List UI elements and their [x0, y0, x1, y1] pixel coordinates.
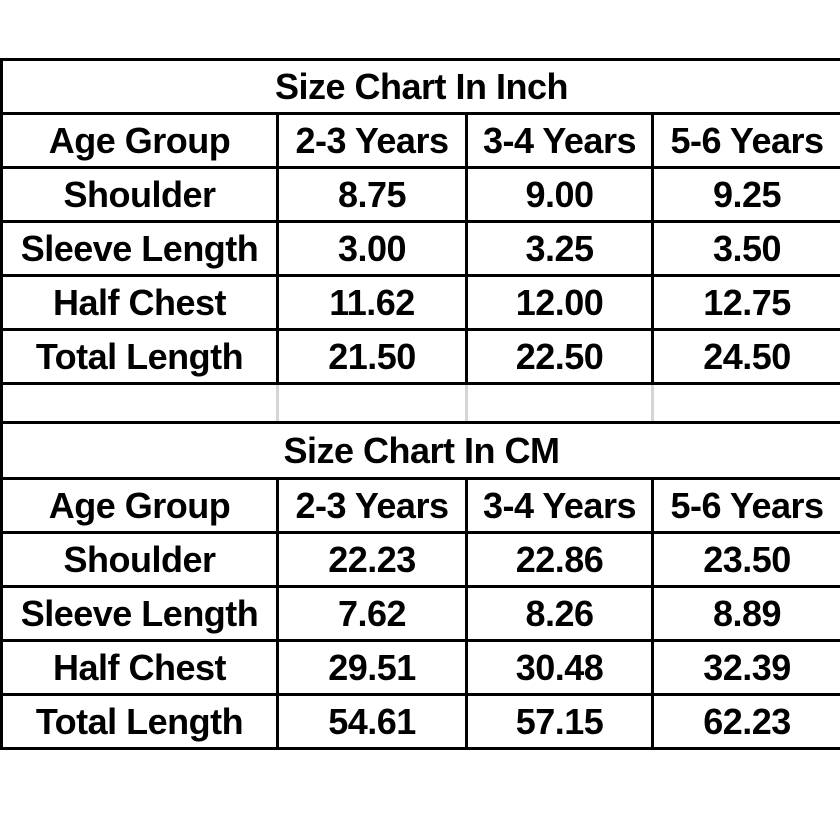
- inch-table-header-row: Age Group 2-3 Years 3-4 Years 5-6 Years: [0, 112, 840, 169]
- table-row-inch-sleeve-length: Sleeve Length 3.00 3.25 3.50: [0, 220, 840, 277]
- row-label: Sleeve Length: [0, 585, 279, 642]
- row-label: Half Chest: [0, 639, 279, 696]
- size-chart-table: Size Chart In Inch Age Group 2-3 Years 3…: [0, 58, 840, 750]
- cm-table-header-row: Age Group 2-3 Years 3-4 Years 5-6 Years: [0, 477, 840, 534]
- row-label: Total Length: [0, 693, 279, 750]
- cm-col-header-2-3-years: 2-3 Years: [276, 477, 468, 534]
- inch-col-header-5-6-years: 5-6 Years: [650, 112, 840, 169]
- cm-table-title-row: Size Chart In CM: [0, 421, 840, 480]
- cell-value: 22.50: [465, 328, 654, 385]
- cell-value: 62.23: [650, 693, 840, 750]
- table-row-inch-total-length: Total Length 21.50 22.50 24.50: [0, 328, 840, 385]
- row-label: Total Length: [0, 328, 279, 385]
- table-row-cm-shoulder: Shoulder 22.23 22.86 23.50: [0, 531, 840, 588]
- cell-value: 22.86: [465, 531, 654, 588]
- row-label: Sleeve Length: [0, 220, 279, 277]
- cell-value: 57.15: [465, 693, 654, 750]
- cell-value: 3.50: [650, 220, 840, 277]
- cell-value: 12.00: [465, 274, 654, 331]
- cell-value: 29.51: [276, 639, 468, 696]
- cell-value: 23.50: [650, 531, 840, 588]
- cell-value: 3.25: [465, 220, 654, 277]
- cell-value: 9.25: [650, 166, 840, 223]
- cell-value: 7.62: [276, 585, 468, 642]
- table-row-cm-sleeve-length: Sleeve Length 7.62 8.26 8.89: [0, 585, 840, 642]
- cell-value: 32.39: [650, 639, 840, 696]
- table-row-inch-half-chest: Half Chest 11.62 12.00 12.75: [0, 274, 840, 331]
- cell-value: 3.00: [276, 220, 468, 277]
- cm-table-title: Size Chart In CM: [0, 421, 840, 480]
- table-row-cm-total-length: Total Length 54.61 57.15 62.23: [0, 693, 840, 750]
- table-row-cm-half-chest: Half Chest 29.51 30.48 32.39: [0, 639, 840, 696]
- row-label: Half Chest: [0, 274, 279, 331]
- cell-value: 54.61: [276, 693, 468, 750]
- cell-value: 30.48: [465, 639, 654, 696]
- cell-value: 9.00: [465, 166, 654, 223]
- inch-table-title-row: Size Chart In Inch: [0, 58, 840, 115]
- inch-col-header-2-3-years: 2-3 Years: [276, 112, 468, 169]
- spacer-cell: [276, 382, 468, 424]
- cell-value: 8.75: [276, 166, 468, 223]
- spacer-cell: [650, 382, 840, 424]
- cm-col-header-3-4-years: 3-4 Years: [465, 477, 654, 534]
- cm-col-header-5-6-years: 5-6 Years: [650, 477, 840, 534]
- spacer-cell: [465, 382, 654, 424]
- inch-col-header-3-4-years: 3-4 Years: [465, 112, 654, 169]
- row-label: Shoulder: [0, 531, 279, 588]
- cell-value: 24.50: [650, 328, 840, 385]
- inch-col-header-age-group: Age Group: [0, 112, 279, 169]
- row-label: Shoulder: [0, 166, 279, 223]
- cell-value: 11.62: [276, 274, 468, 331]
- cm-col-header-age-group: Age Group: [0, 477, 279, 534]
- size-chart: Size Chart In Inch Age Group 2-3 Years 3…: [0, 58, 840, 750]
- table-row-inch-shoulder: Shoulder 8.75 9.00 9.25: [0, 166, 840, 223]
- cell-value: 22.23: [276, 531, 468, 588]
- table-spacer-row: [0, 382, 840, 424]
- cell-value: 21.50: [276, 328, 468, 385]
- spacer-cell: [0, 382, 279, 424]
- cell-value: 8.89: [650, 585, 840, 642]
- cell-value: 8.26: [465, 585, 654, 642]
- cell-value: 12.75: [650, 274, 840, 331]
- inch-table-title: Size Chart In Inch: [0, 58, 840, 115]
